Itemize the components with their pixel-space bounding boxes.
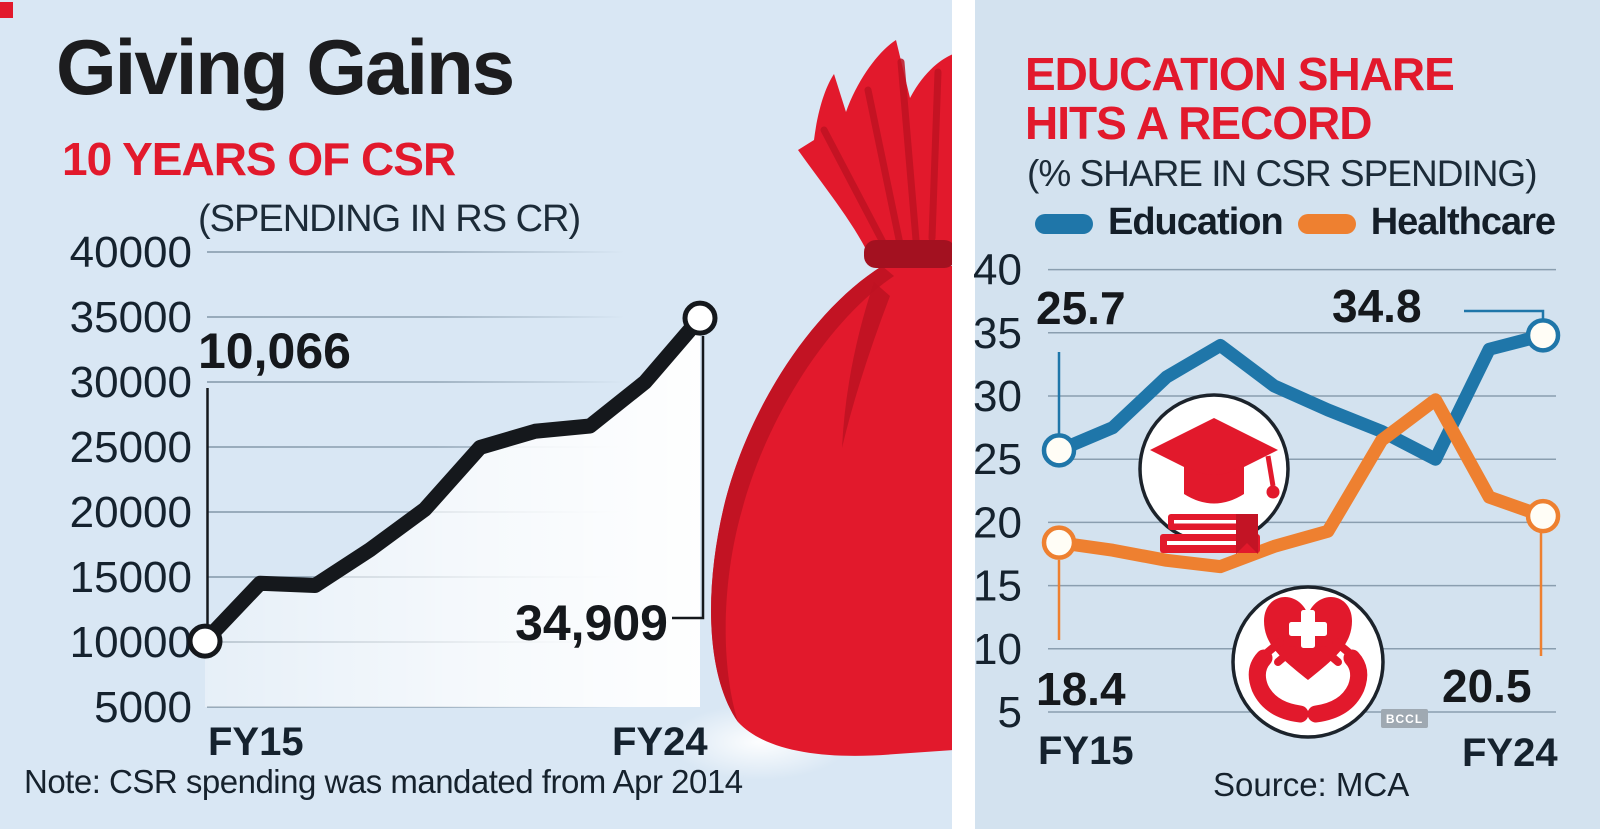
left-x-label-fy15: FY15 [208,720,304,764]
svg-text:25000: 25000 [70,423,192,472]
left-chart-csr-spending: 40000 35000 30000 25000 20000 15000 10000 5000 [70,228,718,732]
education-end-value-label: 34.8 [1332,280,1422,332]
svg-text:25: 25 [973,435,1022,484]
healthcare-legend-swatch [1297,214,1356,234]
footnote: Note: CSR spending was mandated from Apr… [24,763,743,800]
right-subtitle: (% SHARE IN CSR SPENDING) [1027,153,1538,194]
svg-text:15: 15 [973,562,1022,611]
right-title: EDUCATION SHARE HITS A RECORD [1025,48,1455,149]
svg-text:30: 30 [973,372,1022,421]
left-x-label-fy24: FY24 [612,720,708,764]
right-x-label-fy24: FY24 [1462,731,1558,775]
education-legend-label: Education [1108,201,1284,243]
svg-text:40000: 40000 [70,228,192,277]
panel-divider [952,0,975,829]
left-subtitle: 10 YEARS OF CSR [62,133,456,185]
left-title: Giving Gains [56,23,515,111]
svg-text:35: 35 [973,309,1022,358]
bag-fold [842,282,890,448]
source-credit: Source: MCA [1213,766,1410,803]
svg-text:5: 5 [998,688,1022,737]
svg-text:10: 10 [973,625,1022,674]
svg-text:10000: 10000 [70,618,192,667]
right-x-label-fy15: FY15 [1038,729,1134,773]
bag-body [711,266,952,756]
bag-tuft-folds [820,58,942,252]
education-start-value-label: 25.7 [1036,282,1126,334]
right-title-line2: HITS A RECORD [1025,97,1372,149]
education-icon [1138,393,1290,554]
healthcare-legend-label: Healthcare [1370,201,1556,243]
left-unit-note: (SPENDING IN RS CR) [198,198,581,240]
healthcare-start-value-label: 18.4 [1036,663,1126,715]
legend: Education Healthcare [1035,201,1556,243]
svg-text:15000: 15000 [70,553,192,602]
right-title-line1: EDUCATION SHARE [1025,48,1455,100]
watermark-badge: BCCL [1381,709,1428,728]
svg-text:30000: 30000 [70,358,192,407]
csr-start-value-label: 10,066 [198,323,351,379]
svg-text:20000: 20000 [70,488,192,537]
svg-text:5000: 5000 [94,683,192,732]
corner-mark [0,2,13,18]
healthcare-icon [1231,585,1385,739]
healthcare-end-value-label: 20.5 [1442,660,1532,712]
bag-body-shade [711,266,894,722]
svg-text:40: 40 [973,246,1022,295]
bag-tie-band [864,240,952,268]
svg-text:35000: 35000 [70,293,192,342]
svg-text:20: 20 [973,498,1022,547]
csr-end-value-label: 34,909 [515,595,668,651]
education-legend-swatch [1035,214,1093,234]
